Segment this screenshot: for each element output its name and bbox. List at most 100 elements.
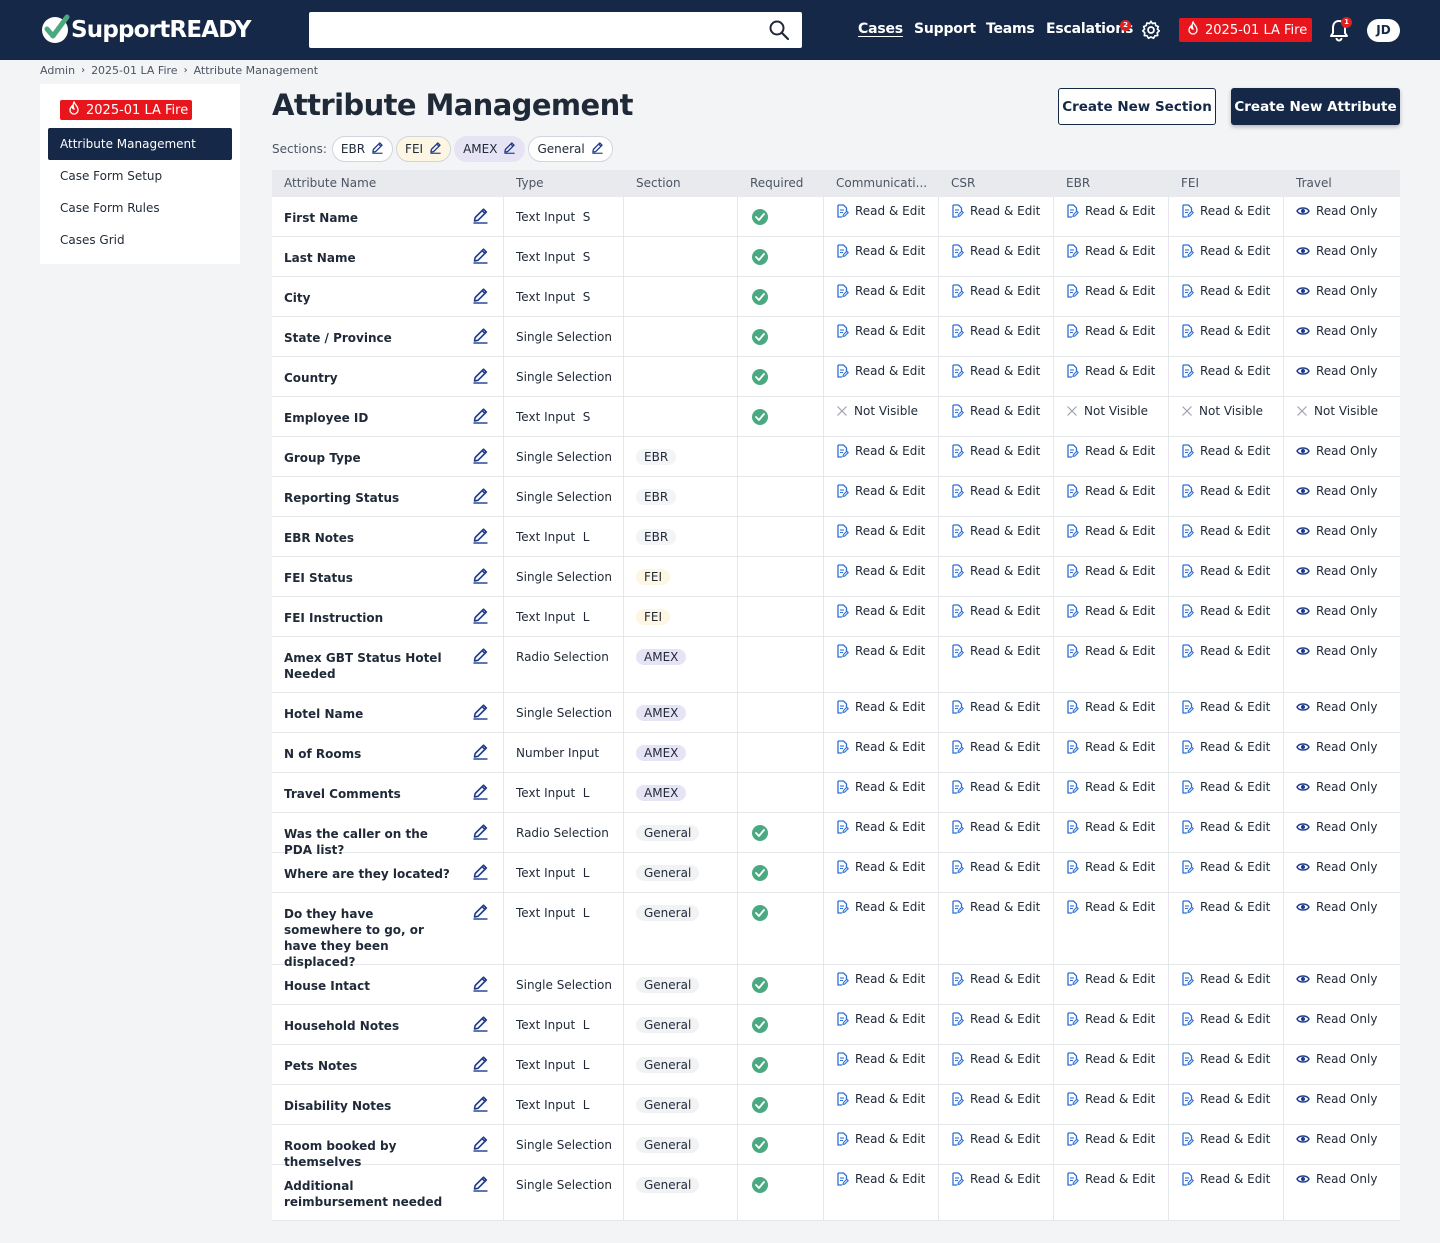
permission-value[interactable]: Read & Edit	[1181, 244, 1283, 258]
pencil-icon[interactable]	[371, 141, 384, 157]
permission-value[interactable]: Read & Edit	[1181, 700, 1283, 714]
edit-attribute-icon[interactable]	[472, 407, 489, 428]
permission-cell-travel[interactable]: Read Only	[1284, 597, 1400, 636]
nav-link-escalations[interactable]: Escalations	[1046, 21, 1134, 37]
permission-value[interactable]: Read & Edit	[951, 404, 1053, 418]
column-header-communications[interactable]: Communicati...	[836, 176, 928, 190]
sidebar-item-case-form-rules[interactable]: Case Form Rules	[60, 201, 160, 215]
permission-cell-csr[interactable]: Read & Edit	[939, 397, 1054, 436]
permission-cell-communications[interactable]: Read & Edit	[824, 773, 939, 812]
permission-value[interactable]: Read & Edit	[1066, 444, 1168, 458]
permission-value[interactable]: Read & Edit	[951, 364, 1053, 378]
edit-attribute-icon[interactable]	[472, 1015, 489, 1036]
permission-cell-ebr[interactable]: Read & Edit	[1054, 637, 1169, 692]
permission-cell-fei[interactable]: Read & Edit	[1169, 1005, 1284, 1044]
permission-cell-travel[interactable]: Not Visible	[1284, 397, 1400, 436]
permission-cell-communications[interactable]: Read & Edit	[824, 477, 939, 516]
section-chip-ebr[interactable]: EBR	[331, 136, 394, 162]
permission-cell-communications[interactable]: Read & Edit	[824, 237, 939, 276]
permission-value[interactable]: Read & Edit	[836, 364, 938, 378]
permission-cell-fei[interactable]: Read & Edit	[1169, 1045, 1284, 1084]
permission-cell-csr[interactable]: Read & Edit	[939, 1045, 1054, 1084]
edit-attribute-icon[interactable]	[472, 1175, 489, 1196]
permission-cell-ebr[interactable]: Read & Edit	[1054, 477, 1169, 516]
permission-cell-csr[interactable]: Read & Edit	[939, 1005, 1054, 1044]
permission-value[interactable]: Read & Edit	[1181, 860, 1283, 874]
permission-value[interactable]: Read & Edit	[1181, 1052, 1283, 1066]
column-header-section[interactable]: Section	[636, 176, 681, 190]
permission-cell-fei[interactable]: Read & Edit	[1169, 733, 1284, 772]
permission-value[interactable]: Read & Edit	[836, 700, 938, 714]
permission-cell-fei[interactable]: Read & Edit	[1169, 1165, 1284, 1220]
permission-cell-csr[interactable]: Read & Edit	[939, 853, 1054, 892]
permission-cell-ebr[interactable]: Not Visible	[1054, 397, 1169, 436]
permission-value[interactable]: Read & Edit	[1066, 972, 1168, 986]
permission-cell-ebr[interactable]: Read & Edit	[1054, 1045, 1169, 1084]
edit-attribute-icon[interactable]	[472, 743, 489, 764]
permission-value[interactable]: Not Visible	[836, 404, 938, 418]
nav-link-cases[interactable]: Cases	[858, 21, 903, 37]
permission-cell-communications[interactable]: Read & Edit	[824, 637, 939, 692]
breadcrumb-item[interactable]: Admin	[40, 64, 76, 77]
edit-attribute-icon[interactable]	[472, 1055, 489, 1076]
permission-value[interactable]: Read & Edit	[1066, 740, 1168, 754]
permission-value[interactable]: Read & Edit	[1181, 364, 1283, 378]
permission-cell-ebr[interactable]: Read & Edit	[1054, 237, 1169, 276]
permission-value[interactable]: Read & Edit	[1066, 1052, 1168, 1066]
permission-value[interactable]: Read Only	[1296, 820, 1400, 834]
edit-attribute-icon[interactable]	[472, 567, 489, 588]
permission-value[interactable]: Read & Edit	[951, 604, 1053, 618]
permission-cell-travel[interactable]: Read Only	[1284, 1165, 1400, 1220]
permission-cell-travel[interactable]: Read Only	[1284, 1005, 1400, 1044]
permission-value[interactable]: Read & Edit	[1066, 1012, 1168, 1026]
section-chip-amex[interactable]: AMEX	[454, 136, 526, 162]
permission-value[interactable]: Read & Edit	[836, 740, 938, 754]
permission-value[interactable]: Read & Edit	[836, 564, 938, 578]
permission-value[interactable]: Read Only	[1296, 324, 1400, 338]
permission-cell-csr[interactable]: Read & Edit	[939, 477, 1054, 516]
gear-icon[interactable]	[1140, 19, 1162, 45]
permission-cell-csr[interactable]: Read & Edit	[939, 317, 1054, 356]
permission-value[interactable]: Read & Edit	[951, 564, 1053, 578]
permission-value[interactable]: Read & Edit	[951, 900, 1053, 914]
permission-cell-communications[interactable]: Read & Edit	[824, 1125, 939, 1164]
permission-value[interactable]: Read & Edit	[951, 1012, 1053, 1026]
permission-value[interactable]: Read & Edit	[951, 284, 1053, 298]
permission-value[interactable]: Read & Edit	[1066, 244, 1168, 258]
permission-cell-csr[interactable]: Read & Edit	[939, 1085, 1054, 1124]
permission-cell-communications[interactable]: Read & Edit	[824, 1165, 939, 1220]
permission-value[interactable]: Read & Edit	[1181, 740, 1283, 754]
permission-cell-csr[interactable]: Read & Edit	[939, 517, 1054, 556]
permission-value[interactable]: Read & Edit	[951, 484, 1053, 498]
permission-value[interactable]: Read Only	[1296, 1092, 1400, 1106]
permission-cell-ebr[interactable]: Read & Edit	[1054, 557, 1169, 596]
permission-value[interactable]: Read & Edit	[836, 324, 938, 338]
permission-value[interactable]: Read Only	[1296, 740, 1400, 754]
permission-cell-fei[interactable]: Read & Edit	[1169, 317, 1284, 356]
permission-cell-travel[interactable]: Read Only	[1284, 893, 1400, 964]
search-input[interactable]	[309, 12, 749, 48]
nav-link-teams[interactable]: Teams	[986, 21, 1035, 37]
permission-cell-fei[interactable]: Read & Edit	[1169, 597, 1284, 636]
permission-value[interactable]: Read & Edit	[951, 860, 1053, 874]
permission-value[interactable]: Read & Edit	[836, 1092, 938, 1106]
edit-attribute-icon[interactable]	[472, 903, 489, 924]
sidebar-item-attribute-management[interactable]: Attribute Management	[48, 128, 232, 160]
permission-value[interactable]: Read & Edit	[1066, 860, 1168, 874]
create-new-section-button[interactable]: Create New Section	[1058, 88, 1216, 125]
permission-cell-travel[interactable]: Read Only	[1284, 733, 1400, 772]
edit-attribute-icon[interactable]	[472, 207, 489, 228]
permission-cell-communications[interactable]: Read & Edit	[824, 197, 939, 236]
edit-attribute-icon[interactable]	[472, 607, 489, 628]
permission-cell-travel[interactable]: Read Only	[1284, 637, 1400, 692]
permission-cell-csr[interactable]: Read & Edit	[939, 965, 1054, 1004]
edit-attribute-icon[interactable]	[472, 823, 489, 844]
permission-cell-communications[interactable]: Read & Edit	[824, 597, 939, 636]
permission-cell-travel[interactable]: Read Only	[1284, 477, 1400, 516]
permission-cell-travel[interactable]: Read Only	[1284, 965, 1400, 1004]
edit-attribute-icon[interactable]	[472, 487, 489, 508]
permission-cell-fei[interactable]: Read & Edit	[1169, 477, 1284, 516]
permission-cell-csr[interactable]: Read & Edit	[939, 813, 1054, 852]
permission-cell-travel[interactable]: Read Only	[1284, 197, 1400, 236]
permission-cell-communications[interactable]: Read & Edit	[824, 277, 939, 316]
